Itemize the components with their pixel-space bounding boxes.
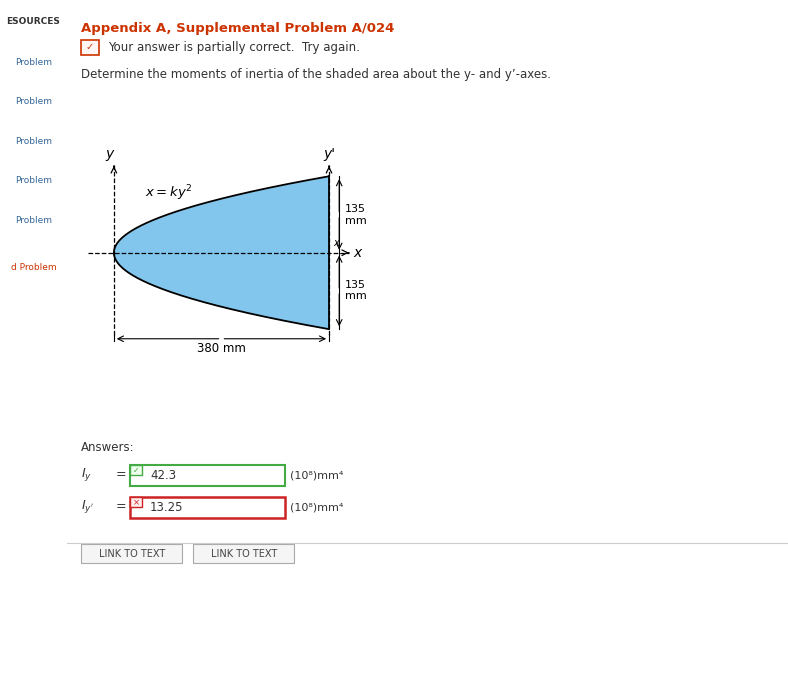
Text: Problem: Problem: [15, 58, 52, 67]
FancyBboxPatch shape: [81, 544, 182, 563]
Text: 13.25: 13.25: [150, 501, 184, 514]
Text: (10⁸)mm⁴: (10⁸)mm⁴: [291, 503, 344, 512]
Text: y': y': [323, 147, 335, 161]
Text: $x = ky^2$: $x = ky^2$: [145, 184, 192, 203]
Text: 380 mm: 380 mm: [197, 342, 246, 354]
Text: 135
mm: 135 mm: [345, 280, 366, 301]
Text: Your answer is partially correct.  Try again.: Your answer is partially correct. Try ag…: [108, 40, 360, 54]
FancyBboxPatch shape: [193, 544, 294, 563]
Text: d Problem: d Problem: [11, 263, 56, 272]
Text: =: =: [116, 468, 127, 482]
Text: (10⁸)mm⁴: (10⁸)mm⁴: [291, 471, 344, 480]
Text: y: y: [106, 147, 113, 161]
Text: $I_{y'}$: $I_{y'}$: [81, 499, 95, 515]
Text: Appendix A, Supplemental Problem A/024: Appendix A, Supplemental Problem A/024: [81, 22, 395, 35]
Text: LINK TO TEXT: LINK TO TEXT: [210, 549, 277, 559]
Text: ×: ×: [132, 498, 139, 507]
Text: Answers:: Answers:: [81, 441, 135, 454]
Bar: [131, 465, 142, 475]
Text: Determine the moments of inertia of the shaded area about the y- and y’-axes.: Determine the moments of inertia of the …: [81, 68, 552, 81]
Text: =: =: [116, 500, 127, 514]
FancyBboxPatch shape: [131, 497, 285, 518]
Text: 135
mm: 135 mm: [345, 204, 366, 225]
Text: x: x: [353, 246, 362, 260]
Text: Problem: Problem: [15, 137, 52, 145]
Text: Problem: Problem: [15, 97, 52, 106]
Text: ✓: ✓: [133, 466, 139, 475]
Text: Problem: Problem: [15, 216, 52, 225]
Text: ESOURCES: ESOURCES: [6, 17, 61, 26]
Bar: [81, 40, 98, 55]
Text: x: x: [333, 238, 339, 248]
Text: ✓: ✓: [86, 42, 94, 52]
Text: Problem: Problem: [15, 176, 52, 185]
Text: 42.3: 42.3: [150, 469, 176, 482]
Bar: [131, 497, 142, 507]
Text: LINK TO TEXT: LINK TO TEXT: [98, 549, 165, 559]
FancyBboxPatch shape: [131, 465, 285, 486]
Text: $I_y$: $I_y$: [81, 466, 92, 483]
